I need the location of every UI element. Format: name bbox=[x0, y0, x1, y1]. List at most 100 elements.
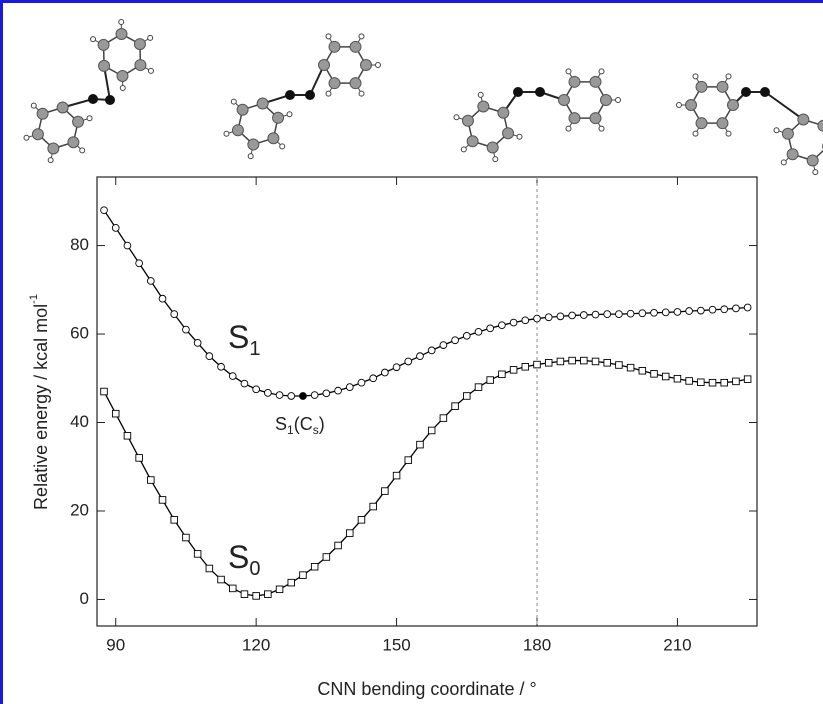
carbon-atom bbox=[590, 113, 601, 124]
carbon-atom bbox=[696, 118, 707, 129]
circle-marker bbox=[440, 342, 447, 349]
square-marker bbox=[253, 593, 260, 600]
y-label-sup: -1 bbox=[28, 294, 40, 304]
annotation-text: ) bbox=[319, 414, 325, 434]
carbon-atom bbox=[601, 95, 612, 106]
carbon-atom bbox=[57, 102, 68, 113]
circle-marker bbox=[229, 373, 236, 380]
carbon-atom bbox=[807, 155, 818, 166]
circle-marker bbox=[218, 363, 225, 370]
circle-marker bbox=[300, 393, 307, 400]
square-marker bbox=[698, 379, 705, 386]
carbon-atom bbox=[237, 104, 248, 115]
square-marker bbox=[452, 403, 459, 410]
carbon-atom bbox=[73, 116, 84, 127]
y-tick-label: 20 bbox=[70, 500, 89, 519]
square-marker bbox=[382, 488, 389, 495]
hydrogen-atom bbox=[120, 85, 125, 90]
hydrogen-atom bbox=[726, 131, 731, 136]
carbon-atom bbox=[329, 41, 340, 52]
carbon-atom bbox=[319, 60, 330, 71]
circle-marker bbox=[545, 314, 552, 321]
carbon-atom bbox=[257, 98, 268, 109]
carbon-atom bbox=[99, 60, 110, 71]
square-marker bbox=[288, 579, 295, 586]
figure: CNN bending coordinate / ° Relative ener… bbox=[0, 0, 823, 704]
square-marker bbox=[358, 517, 365, 524]
circle-marker bbox=[686, 308, 693, 315]
series-label-sub: 1 bbox=[249, 338, 260, 360]
nitrogen-atom bbox=[285, 90, 295, 100]
circle-marker bbox=[335, 387, 342, 394]
square-marker bbox=[651, 371, 658, 378]
square-marker bbox=[148, 477, 155, 484]
square-marker bbox=[101, 388, 108, 395]
hydrogen-atom bbox=[326, 34, 331, 39]
circle-marker bbox=[264, 389, 271, 396]
carbon-atom bbox=[273, 112, 284, 123]
hydrogen-atom bbox=[80, 148, 85, 153]
carbon-atom bbox=[569, 113, 580, 124]
hydrogen-atom bbox=[48, 158, 53, 163]
circle-marker bbox=[733, 305, 740, 312]
square-marker bbox=[194, 551, 201, 558]
circle-marker bbox=[288, 393, 295, 400]
circle-marker bbox=[744, 304, 751, 311]
square-marker bbox=[592, 358, 599, 365]
square-marker bbox=[557, 358, 564, 365]
circle-marker bbox=[159, 295, 166, 302]
hydrogen-atom bbox=[231, 99, 236, 104]
square-marker bbox=[487, 377, 494, 384]
circle-marker bbox=[557, 313, 564, 320]
nitrogen-atom bbox=[513, 87, 523, 97]
hydrogen-atom bbox=[478, 92, 483, 97]
square-marker bbox=[159, 497, 166, 504]
y-tick-label: 60 bbox=[70, 324, 89, 343]
square-marker bbox=[604, 359, 611, 366]
circle-marker bbox=[346, 384, 353, 391]
square-marker bbox=[463, 393, 470, 400]
circle-marker bbox=[452, 337, 459, 344]
carbon-atom bbox=[68, 137, 79, 148]
carbon-atom bbox=[462, 115, 473, 126]
hydrogen-atom bbox=[359, 91, 364, 96]
square-marker bbox=[346, 530, 353, 537]
circle-marker bbox=[475, 328, 482, 335]
carbon-atom bbox=[467, 136, 478, 147]
carbon-atom bbox=[232, 125, 243, 136]
nitrogen-atom bbox=[305, 90, 315, 100]
square-marker bbox=[721, 379, 728, 386]
hydrogen-atom bbox=[813, 170, 818, 175]
hydrogen-atom bbox=[359, 34, 364, 39]
circle-marker bbox=[569, 312, 576, 319]
carbon-atom bbox=[248, 139, 259, 150]
hydrogen-atom bbox=[91, 37, 96, 42]
hydrogen-atom bbox=[31, 103, 36, 108]
circle-marker bbox=[136, 260, 143, 267]
y-label-main: Relative energy / kcal mol bbox=[31, 304, 51, 510]
circle-marker bbox=[580, 312, 587, 319]
square-marker bbox=[417, 441, 424, 448]
square-marker bbox=[136, 455, 143, 462]
hydrogen-atom bbox=[693, 74, 698, 79]
annotation-text: S bbox=[275, 414, 287, 434]
nitrogen-atom bbox=[105, 95, 115, 105]
square-marker bbox=[475, 384, 482, 391]
carbon-atom bbox=[717, 81, 728, 92]
square-marker bbox=[393, 472, 400, 479]
carbon-atom bbox=[48, 143, 59, 154]
carbon-atom bbox=[696, 81, 707, 92]
hydrogen-atom bbox=[566, 69, 571, 74]
series-label-main: S bbox=[228, 319, 249, 355]
circle-marker bbox=[370, 375, 377, 382]
carbon-atom bbox=[350, 41, 361, 52]
square-marker bbox=[627, 364, 634, 371]
circle-marker bbox=[194, 339, 201, 346]
hydrogen-atom bbox=[148, 68, 153, 73]
square-marker bbox=[499, 371, 506, 378]
hydrogen-atom bbox=[148, 35, 153, 40]
hydrogen-atom bbox=[326, 91, 331, 96]
circle-marker bbox=[510, 319, 517, 326]
circle-marker bbox=[311, 392, 318, 399]
hydrogen-atom bbox=[599, 126, 604, 131]
